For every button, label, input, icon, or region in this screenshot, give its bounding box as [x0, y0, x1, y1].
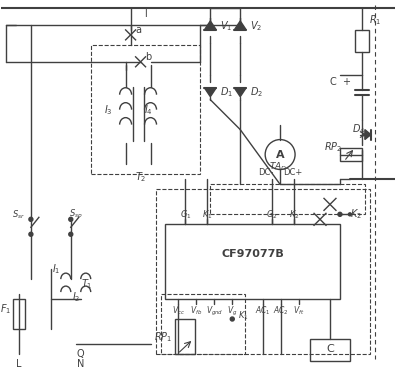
Text: $S_{sp}$: $S_{sp}$ [69, 208, 83, 221]
Polygon shape [234, 88, 246, 97]
Text: L: L [16, 359, 22, 369]
Text: $T_1$: $T_1$ [81, 277, 92, 291]
Text: N: N [77, 359, 85, 369]
Bar [160, 294, 245, 354]
Circle shape [230, 317, 234, 321]
Text: a: a [135, 25, 141, 35]
Text: C: C [329, 77, 336, 87]
Text: $TA_D$: $TA_D$ [269, 160, 287, 173]
Bar [166, 224, 340, 299]
Text: DC+: DC+ [283, 168, 302, 177]
Text: A: A [276, 149, 284, 159]
Text: $K_1$: $K_1$ [238, 310, 249, 322]
Text: $K_2$: $K_2$ [289, 208, 299, 221]
Text: $G_1$: $G_1$ [180, 208, 191, 221]
Text: $V_{ft}$: $V_{ft}$ [293, 305, 305, 317]
Text: $V_{fb}$: $V_{fb}$ [190, 305, 203, 317]
Text: $I_3$: $I_3$ [104, 103, 113, 117]
Text: b: b [145, 52, 152, 62]
Polygon shape [234, 21, 246, 30]
Bar [355, 30, 369, 52]
Text: $V_g$: $V_g$ [227, 305, 237, 317]
Text: $AC_1$: $AC_1$ [255, 305, 271, 317]
Text: $AC_2$: $AC_2$ [273, 305, 289, 317]
Text: +: + [342, 77, 350, 87]
Text: $V_{cc}$: $V_{cc}$ [172, 305, 185, 317]
Text: $V_1$: $V_1$ [220, 19, 233, 33]
Circle shape [29, 232, 33, 236]
Circle shape [29, 217, 33, 221]
Bar [310, 339, 350, 361]
Text: $F_1$: $F_1$ [0, 302, 11, 316]
Polygon shape [204, 21, 216, 30]
Text: l: l [144, 9, 147, 19]
Polygon shape [365, 130, 371, 139]
Circle shape [69, 217, 73, 221]
Text: $D_4$: $D_4$ [352, 123, 365, 137]
Text: $K_1$: $K_1$ [202, 208, 213, 221]
Text: $D_1$: $D_1$ [220, 85, 233, 99]
Text: $I_1$: $I_1$ [52, 262, 60, 276]
Circle shape [338, 212, 342, 216]
Text: $RP_2$: $RP_2$ [324, 141, 342, 154]
Bar [156, 189, 370, 354]
Bar [13, 299, 25, 329]
Polygon shape [204, 88, 216, 97]
Text: $K_2$: $K_2$ [350, 208, 362, 221]
Text: DC-: DC- [258, 168, 274, 177]
Circle shape [69, 232, 73, 236]
Circle shape [348, 213, 352, 216]
Text: $S_{sr}$: $S_{sr}$ [12, 208, 26, 221]
Text: $R_1$: $R_1$ [369, 13, 381, 27]
Bar [211, 184, 365, 214]
Text: $I_4$: $I_4$ [144, 103, 153, 117]
Text: $V_2$: $V_2$ [250, 19, 262, 33]
Text: Q: Q [77, 349, 85, 359]
Text: $V_{gnd}$: $V_{gnd}$ [206, 305, 223, 317]
Text: $RP_1$: $RP_1$ [154, 330, 173, 344]
Text: $I_2$: $I_2$ [71, 290, 80, 304]
Text: CF97077B: CF97077B [221, 249, 284, 259]
Bar [91, 45, 200, 175]
Bar [340, 148, 362, 161]
Text: $D_2$: $D_2$ [250, 85, 263, 99]
Text: $T_2$: $T_2$ [135, 171, 146, 184]
Text: C: C [326, 344, 334, 354]
Text: $G_2$: $G_2$ [266, 208, 278, 221]
Bar [175, 319, 196, 354]
